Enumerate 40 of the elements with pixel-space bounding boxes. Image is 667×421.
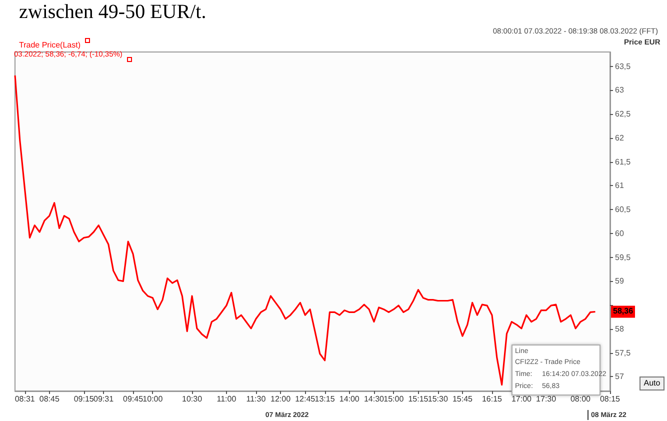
- x-tick-label: 10:30: [182, 394, 203, 404]
- x-tick-label: 15:30: [428, 394, 448, 404]
- x-tick-label: 17:30: [536, 394, 557, 404]
- x-tick-label: 14:30: [364, 394, 385, 404]
- x-tick-label: 16:15: [482, 394, 503, 404]
- text: Auto: [644, 378, 661, 388]
- x-tick-label: 12:45: [295, 394, 316, 404]
- x-tick-label: 14:00: [339, 394, 360, 404]
- x-tick-label: 15:00: [384, 394, 404, 404]
- x-tick-label: 09:31: [93, 394, 114, 404]
- x-tick-label: 08:15: [600, 394, 621, 404]
- x-tick-label: 08:45: [39, 394, 60, 404]
- y-tick-label: 61,5: [615, 157, 632, 166]
- y-tick-label: 59: [615, 276, 624, 286]
- y-tick-label: 59,5: [615, 252, 632, 262]
- y-tick-label: 60,5: [615, 205, 632, 214]
- x-tick-label: 12:00: [270, 394, 292, 404]
- x-tick-label: 11:30: [246, 394, 266, 404]
- chart-title: zwischen 49-50 EUR/t.: [19, 1, 206, 23]
- x-tick-label: 08:00: [570, 394, 592, 404]
- x-tick-label: 17:00: [511, 394, 532, 404]
- y-tick-label: 57,5: [615, 348, 632, 358]
- y-tick-label: 63: [615, 86, 624, 95]
- y-tick-label: 62,5: [615, 110, 632, 119]
- y-tick-label: 61: [615, 181, 624, 190]
- x-tick-label: 11:00: [216, 394, 237, 404]
- x-tick-label: 15:45: [452, 394, 474, 404]
- x-tick-label: 09:45: [123, 394, 144, 404]
- y-tick-label: 62: [615, 133, 624, 142]
- x-tick-label: 10:00: [142, 394, 164, 404]
- x-tick-label: 15:15: [408, 394, 429, 404]
- x-tick-label: 09:15: [74, 394, 94, 404]
- annotation: 58,36: [613, 306, 634, 316]
- x-tick-label: 08:31: [14, 394, 36, 404]
- y-tick-label: 57: [615, 372, 624, 382]
- y-tick-label: 58: [615, 324, 624, 334]
- x-tick-label: 13:15: [314, 394, 336, 404]
- y-tick-label: 63,5: [615, 62, 632, 71]
- legend-label: Trade Price(Last): [19, 40, 81, 50]
- y-tick-label: 60: [615, 228, 624, 238]
